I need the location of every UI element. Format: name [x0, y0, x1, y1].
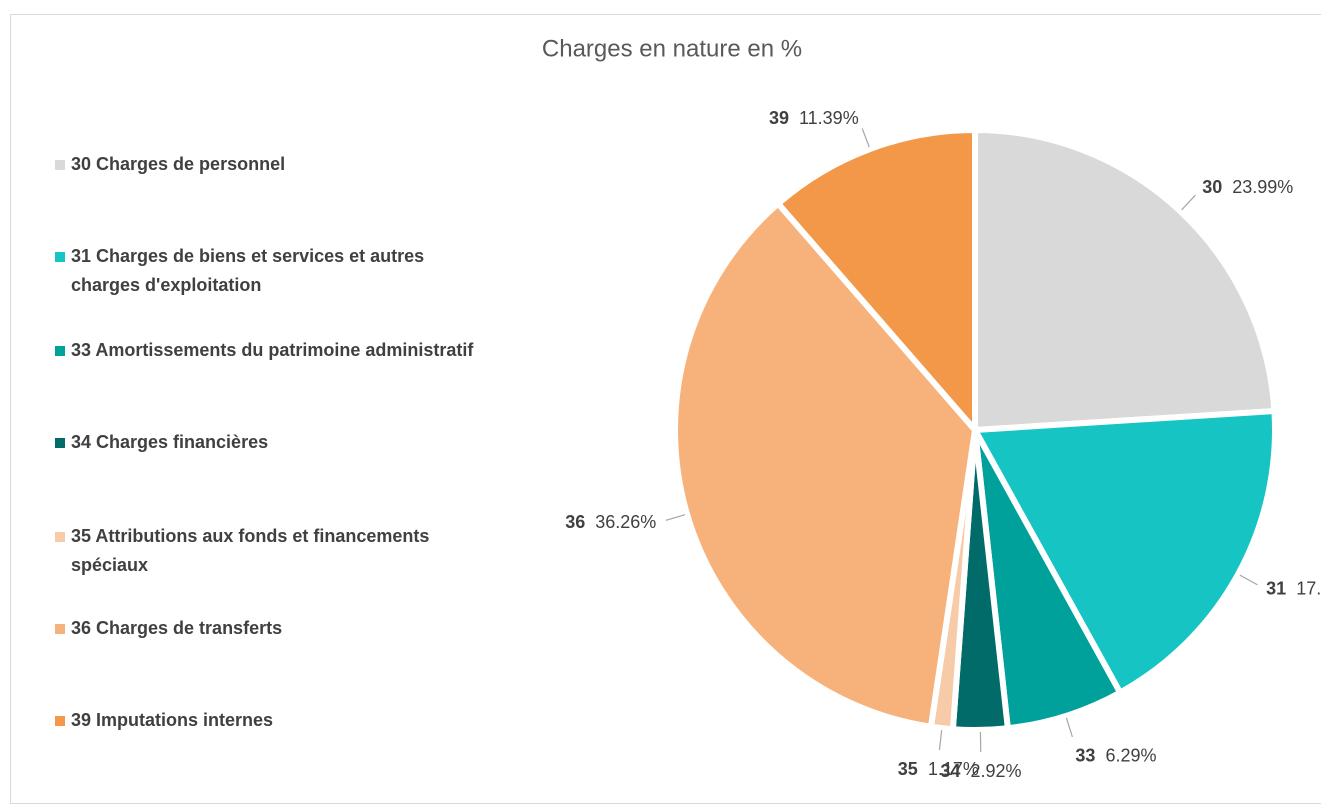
leader-line: [666, 515, 685, 521]
data-label-code: 30: [1202, 177, 1222, 197]
data-label-code: 39: [769, 108, 789, 128]
data-label: 31 17.97%: [1266, 578, 1321, 598]
legend-label: 33 Amortissements du patrimoine administ…: [71, 340, 473, 360]
data-label-value: 1.17%: [928, 759, 979, 779]
data-label-value: 17.97%: [1296, 578, 1321, 598]
data-label-value: 11.39%: [799, 108, 859, 128]
legend-label: 31 Charges de biens et services et autre…: [71, 246, 424, 295]
legend-item: 39 Imputations internes: [55, 706, 491, 735]
legend-swatch: [55, 624, 65, 634]
legend-item: 31 Charges de biens et services et autre…: [55, 242, 491, 300]
legend-swatch: [55, 532, 65, 542]
legend-swatch: [55, 252, 65, 262]
data-label: 30 23.99%: [1202, 177, 1293, 197]
data-label: 39 11.39%: [769, 108, 859, 128]
leader-line: [862, 128, 869, 147]
data-label-code: 31: [1266, 578, 1286, 598]
data-label: 35 1.17%: [898, 759, 979, 779]
data-label-value: 23.99%: [1232, 177, 1293, 197]
legend-swatch: [55, 160, 65, 170]
legend-label: 36 Charges de transferts: [71, 618, 282, 638]
data-label-value: 6.29%: [1105, 745, 1156, 765]
legend-label: 39 Imputations internes: [71, 710, 273, 730]
legend-item: 35 Attributions aux fonds et financement…: [55, 522, 491, 580]
data-label-code: 36: [565, 512, 585, 532]
data-label: 36 36.26%: [565, 512, 656, 532]
legend-label: 34 Charges financières: [71, 432, 268, 452]
legend-label: 35 Attributions aux fonds et financement…: [71, 526, 429, 575]
pie-slice: [975, 130, 1274, 430]
legend-swatch: [55, 438, 65, 448]
legend-swatch: [55, 346, 65, 356]
legend-swatch: [55, 716, 65, 726]
leader-line: [1182, 195, 1196, 210]
legend-label: 30 Charges de personnel: [71, 154, 285, 174]
data-label: 33 6.29%: [1075, 745, 1156, 765]
data-label-code: 33: [1075, 745, 1095, 765]
legend-item: 30 Charges de personnel: [55, 150, 491, 179]
legend-item: 33 Amortissements du patrimoine administ…: [55, 336, 491, 365]
legend-item: 36 Charges de transferts: [55, 614, 491, 643]
leader-line: [1240, 575, 1258, 585]
legend-item: 34 Charges financières: [55, 428, 491, 457]
chart-title: Charges en nature en %: [542, 35, 802, 62]
leader-line: [1066, 718, 1072, 737]
data-label-value: 36.26%: [595, 512, 656, 532]
leader-line: [939, 730, 941, 750]
data-label-code: 35: [898, 759, 918, 779]
